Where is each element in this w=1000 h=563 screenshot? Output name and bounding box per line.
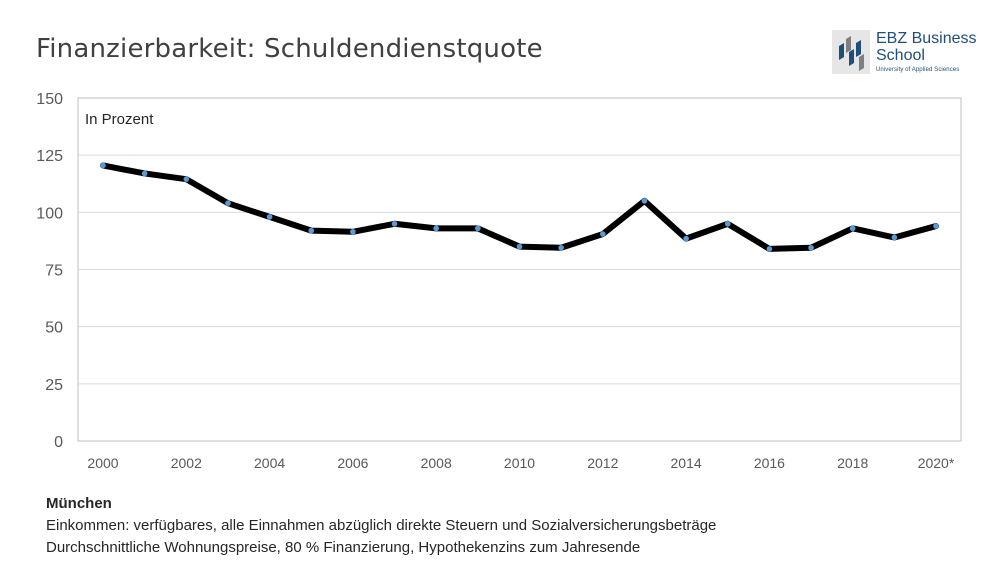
x-tick-label: 2004 (254, 455, 285, 471)
ebz-logo-mark-icon (832, 30, 870, 74)
chart-annotation: In Prozent (85, 111, 154, 128)
y-axis-ticks: 0 25 50 75 100 125 150 (36, 91, 63, 451)
data-point (766, 246, 773, 252)
x-tick-label: 2014 (671, 455, 702, 471)
x-tick-label: 2020* (918, 455, 955, 471)
y-tick-label: 75 (45, 263, 63, 280)
data-point (724, 220, 731, 227)
y-tick-label: 0 (54, 434, 63, 451)
ebz-logo: EBZ Business School University of Applie… (832, 30, 982, 78)
series-group (100, 162, 939, 252)
data-point (266, 214, 273, 220)
data-point (683, 235, 689, 242)
data-point (516, 243, 523, 250)
x-tick-label: 2016 (754, 455, 785, 471)
data-point (600, 231, 606, 237)
y-tick-label: 100 (36, 205, 63, 222)
data-point (308, 227, 315, 234)
data-point (433, 225, 440, 232)
footnote-city: München (46, 495, 112, 512)
data-point (183, 176, 190, 182)
data-point (475, 225, 481, 232)
grid-lines (77, 97, 962, 442)
y-tick-label: 150 (36, 91, 63, 108)
x-tick-label: 2002 (171, 455, 202, 471)
data-point (808, 244, 814, 251)
data-point (891, 234, 898, 241)
data-point (933, 223, 939, 229)
data-point (100, 162, 106, 169)
logo-subtitle: University of Applied Sciences (876, 67, 960, 73)
x-tick-label: 2006 (337, 455, 368, 471)
x-tick-label: 2000 (87, 455, 118, 471)
x-tick-label: 2012 (587, 455, 618, 471)
footnote-prices: Durchschnittliche Wohnungspreise, 80 % F… (46, 539, 641, 556)
x-axis-ticks: 2000 2002 2004 2006 2008 2010 2012 2014 2016 2018… (87, 455, 954, 471)
page-title: Finanzierbarkeit: Schuldendienstquote (36, 34, 543, 64)
x-tick-label: 2008 (421, 455, 452, 471)
data-point (350, 228, 356, 235)
y-tick-label: 25 (45, 377, 63, 394)
series-line (100, 162, 939, 252)
logo-name: EBZ Business School (876, 30, 976, 64)
logo-name-line2: School (876, 47, 925, 64)
y-tick-label: 50 (45, 320, 63, 337)
line-chart: 0 25 50 75 100 125 150 2000 2002 2004 2006 2008 201… (36, 91, 962, 471)
x-tick-label: 2018 (837, 455, 868, 471)
data-point (558, 244, 564, 251)
data-point (391, 220, 398, 227)
footnote-income: Einkommen: verfügbares, alle Einnahmen a… (46, 517, 717, 534)
footnotes: München Einkommen: verfügbares, alle Ein… (46, 493, 716, 559)
y-tick-label: 125 (36, 148, 63, 165)
data-point (849, 225, 856, 232)
data-point (141, 170, 148, 177)
data-point (225, 200, 231, 206)
data-point (641, 198, 648, 204)
logo-name-line1: EBZ Business (876, 30, 977, 47)
x-tick-label: 2010 (504, 455, 535, 471)
